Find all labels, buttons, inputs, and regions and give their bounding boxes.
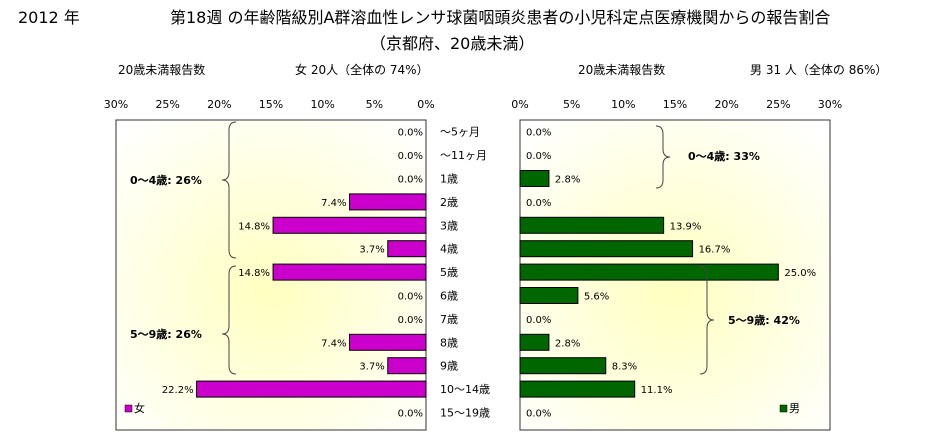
right-axis-tick-label: 10% (611, 98, 635, 111)
left-brace-5-9 (221, 265, 237, 375)
category-label: 2歳 (440, 196, 458, 209)
male-data-label: 0.0% (526, 409, 551, 420)
male-data-label: 0.0% (526, 151, 551, 162)
left-axis-tick-label: 30% (104, 98, 128, 111)
female-data-label: 0.0% (398, 128, 423, 139)
category-label: 5歳 (440, 266, 458, 279)
female-bar (349, 333, 427, 351)
female-data-label: 0.0% (398, 409, 423, 420)
female-data-label: 3.7% (359, 362, 384, 373)
left-axis-tick-label: 0% (417, 98, 434, 111)
right-legend-swatch (779, 404, 788, 413)
right-group-label-0-4: 0～4歳: 33% (688, 149, 760, 163)
right-brace-0-4 (655, 125, 671, 189)
female-data-label: 0.0% (398, 292, 423, 303)
right-axis-tick-label: 20% (714, 98, 738, 111)
left-group-label-5-9: 5～9歳: 26% (130, 327, 202, 341)
male-bar (519, 240, 694, 258)
category-label: 1歳 (440, 173, 458, 186)
female-bar (387, 357, 427, 375)
category-label: 10～14歳 (440, 383, 490, 396)
female-bar (272, 263, 427, 281)
right-legend-label: 男 (789, 402, 800, 415)
male-bar (519, 380, 636, 398)
category-label: ～5ヶ月 (440, 126, 480, 139)
male-bar (519, 170, 550, 187)
male-data-label: 2.8% (555, 338, 580, 349)
male-data-label: 11.1% (641, 385, 673, 396)
category-label: 9歳 (440, 360, 458, 373)
male-data-label: 16.7% (699, 245, 731, 256)
left-axis-tick-label: 20% (207, 98, 231, 111)
female-data-label: 7.4% (321, 338, 346, 349)
female-data-label: 14.8% (238, 221, 270, 232)
right-axis-tick-label: 25% (766, 98, 790, 111)
right-axis-tick-label: 5% (563, 98, 580, 111)
category-label: ～11ヶ月 (440, 149, 487, 162)
right-summary: 男 31 人（全体の 86%） (750, 63, 888, 77)
category-label: 6歳 (440, 290, 458, 303)
right-axis-tick-label: 0% (511, 98, 528, 111)
chart-title: 第18週 の年齢階級別A群溶血性レンサ球菌咽頭炎患者の小児科定点医療機関からの報… (170, 8, 831, 27)
year-label: 2012 年 (18, 8, 80, 27)
male-bar (519, 263, 779, 281)
male-data-label: 0.0% (526, 128, 551, 139)
male-data-label: 0.0% (526, 198, 551, 209)
male-bar (519, 287, 579, 304)
female-data-label: 7.4% (321, 198, 346, 209)
male-data-label: 25.0% (784, 268, 816, 279)
left-brace-0-4 (221, 121, 237, 259)
female-data-label: 22.2% (162, 385, 194, 396)
male-bar (519, 333, 550, 351)
right-axis-tick-label: 30% (818, 98, 842, 111)
female-data-label: 0.0% (398, 151, 423, 162)
female-bar (272, 216, 427, 234)
left-summary: 女 20人（全体の 74%） (295, 63, 429, 77)
male-data-label: 2.8% (555, 175, 580, 186)
left-axis-tick-label: 15% (259, 98, 283, 111)
female-bar (196, 380, 427, 398)
female-data-label: 0.0% (398, 175, 423, 186)
right-brace-5-9 (699, 265, 715, 375)
left-axis-tick-label: 5% (366, 98, 383, 111)
chart-subtitle: （京都府、20歳未満） (370, 34, 535, 53)
female-bar (349, 193, 427, 211)
left-axis-tick-label: 25% (155, 98, 179, 111)
male-bar (519, 357, 607, 375)
male-data-label: 8.3% (612, 362, 637, 373)
male-bar (519, 216, 665, 234)
left-count-label: 20歳未満報告数 (118, 63, 206, 77)
right-group-label-5-9: 5～9歳: 42% (728, 313, 800, 327)
right-axis-tick-label: 15% (663, 98, 687, 111)
female-data-label: 0.0% (398, 315, 423, 326)
female-data-label: 3.7% (359, 245, 384, 256)
category-label: 4歳 (440, 243, 458, 256)
male-data-label: 13.9% (670, 221, 702, 232)
female-data-label: 14.8% (238, 268, 270, 279)
left-legend-swatch (124, 404, 133, 413)
female-bar (387, 240, 427, 258)
category-label: 3歳 (440, 219, 458, 232)
left-axis-tick-label: 10% (310, 98, 334, 111)
male-data-label: 5.6% (584, 292, 609, 303)
right-count-label: 20歳未満報告数 (578, 63, 666, 77)
category-label: 7歳 (440, 313, 458, 326)
category-label: 8歳 (440, 336, 458, 349)
male-data-label: 0.0% (526, 315, 551, 326)
left-legend-label: 女 (134, 401, 145, 415)
category-label: 15～19歳 (440, 407, 490, 420)
left-group-label-0-4: 0～4歳: 26% (130, 173, 202, 187)
